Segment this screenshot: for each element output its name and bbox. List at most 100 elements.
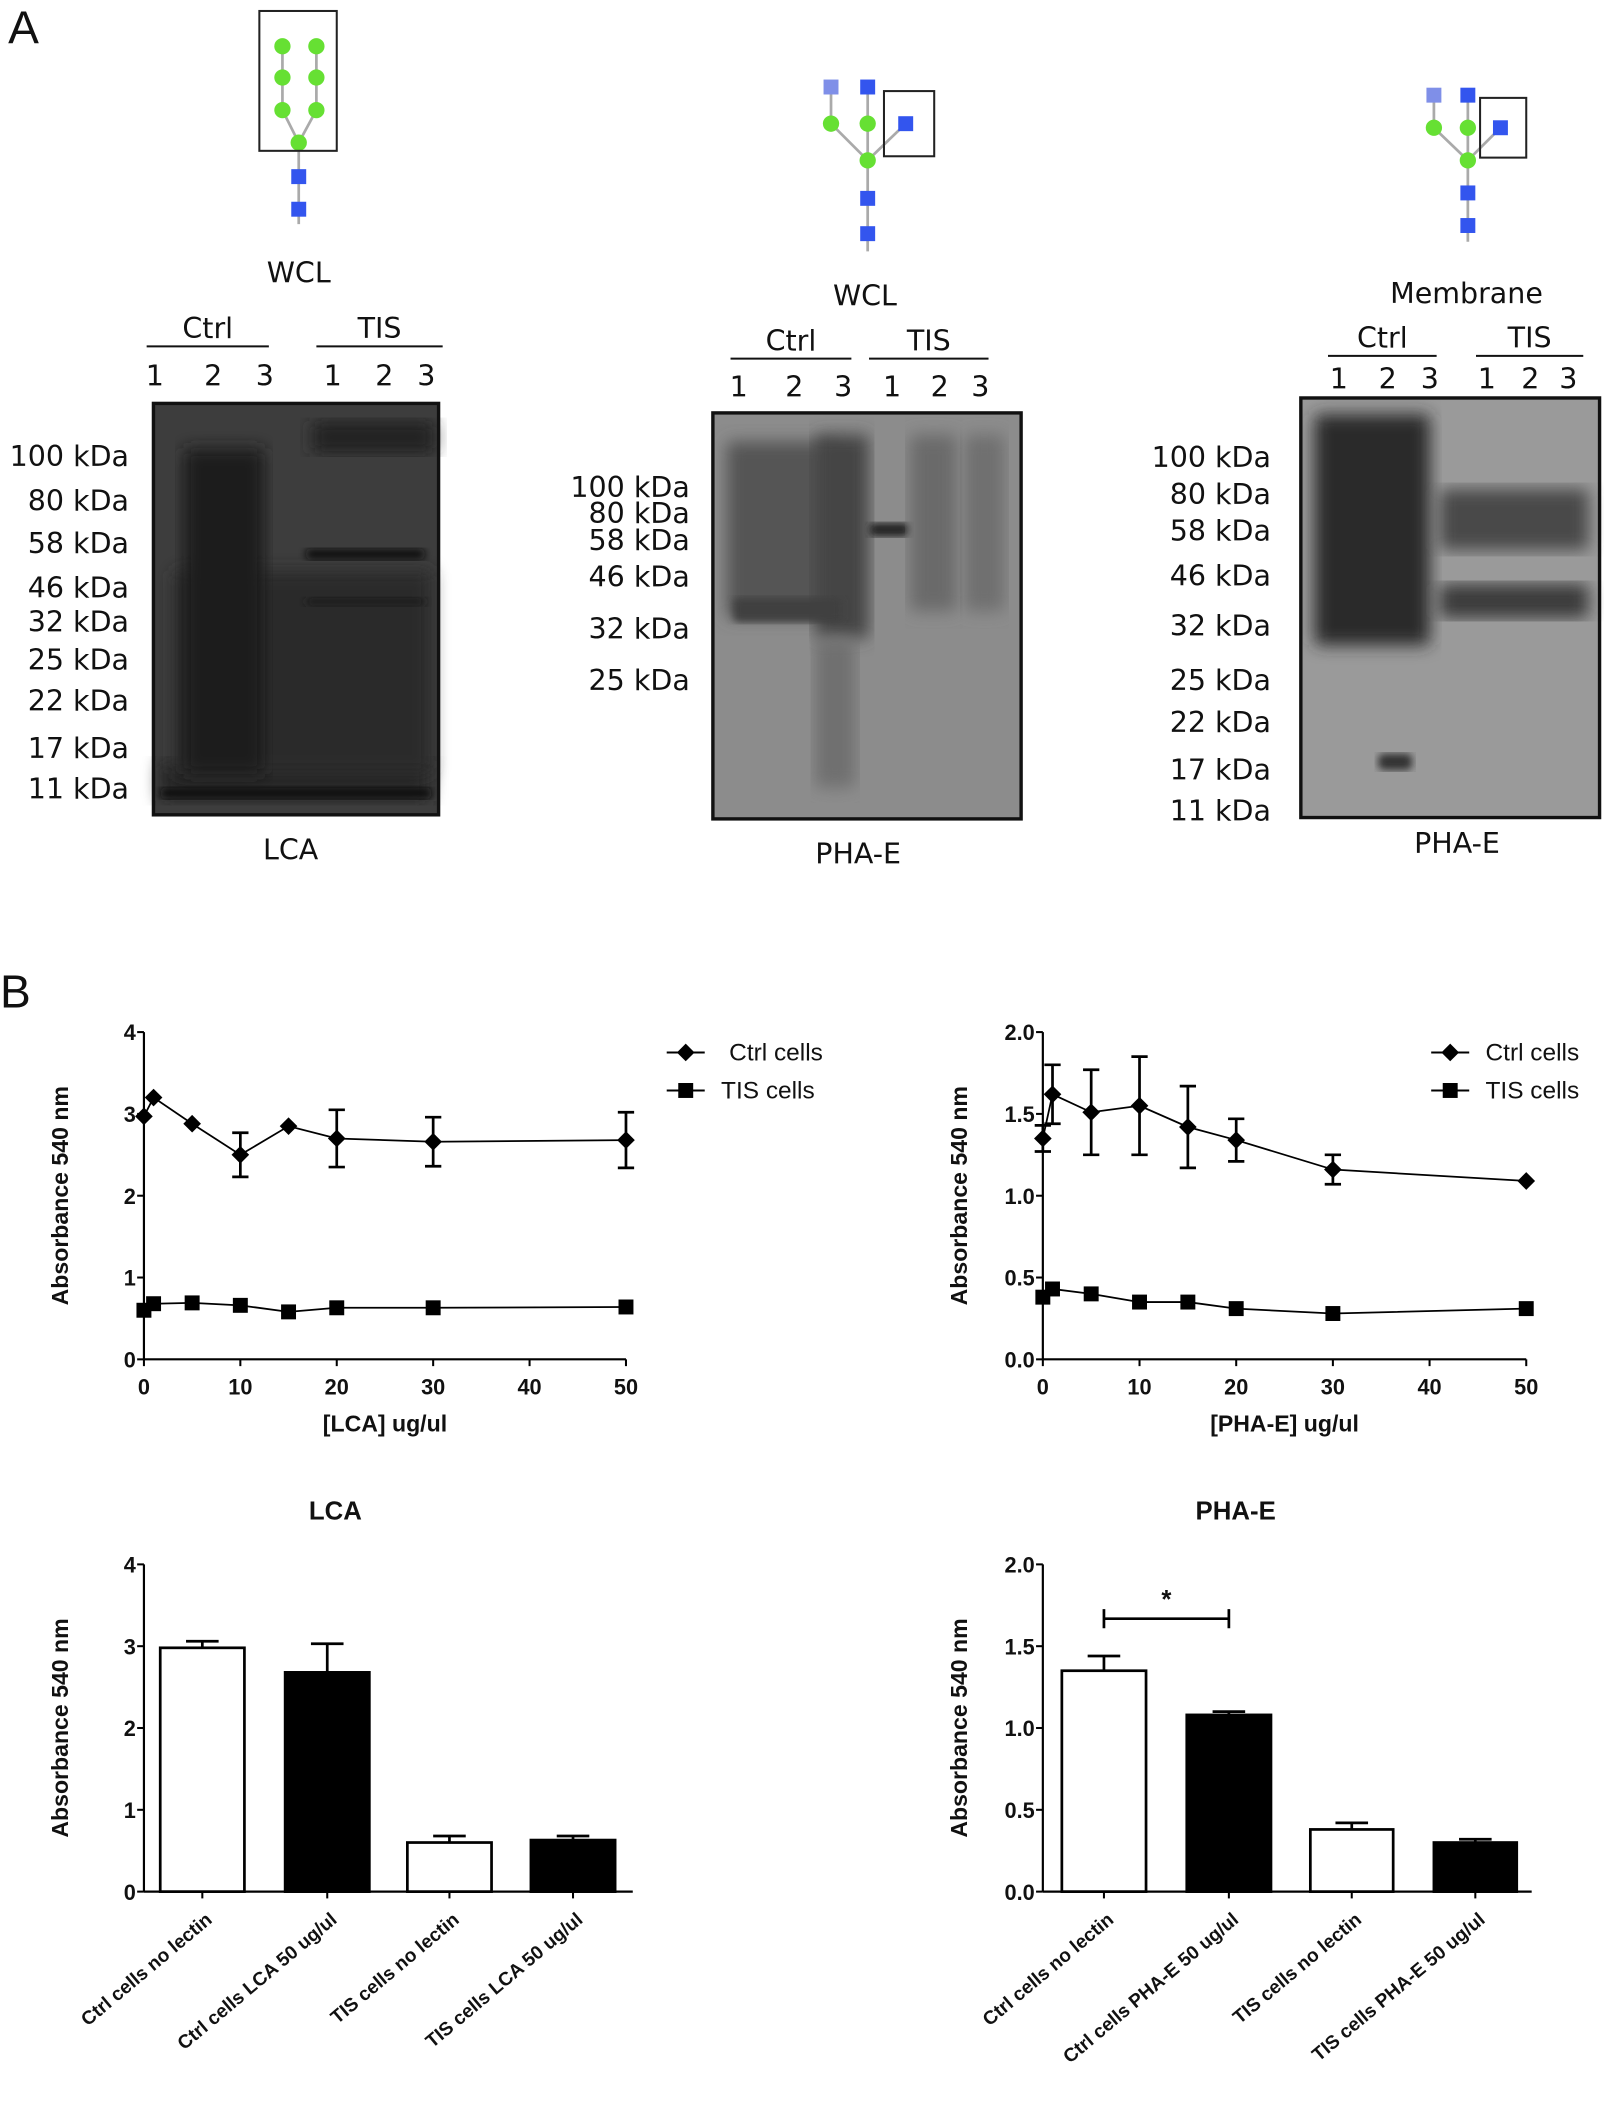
mannose-circle-icon <box>1459 152 1477 169</box>
protein-band <box>869 522 910 537</box>
square-marker <box>1518 1301 1534 1317</box>
lane-number: 3 <box>1421 362 1439 395</box>
category-label: Ctrl cells no lectin <box>78 1909 217 2030</box>
y-axis-label: Absorbance 540 nm <box>47 1618 73 1837</box>
y-tick-label: 2.0 <box>1004 1020 1034 1045</box>
lane-number: 1 <box>146 360 164 393</box>
protein-band <box>814 434 870 639</box>
glcnac-square-icon <box>898 116 914 132</box>
bar <box>158 1646 246 1893</box>
mw-marker-label: 58 kDa <box>589 524 690 557</box>
chart-4: 0.0 0.5 1.0 1.5 2.0 Absorbance 540 nm PHA-E Ctr… <box>946 1498 1532 2068</box>
glycan-bond <box>830 122 869 162</box>
lane-number: 3 <box>834 371 852 404</box>
mw-marker-label: 25 kDa <box>1170 664 1271 697</box>
epitope-box <box>882 90 936 158</box>
mw-marker-label: 100 kDa <box>10 440 129 473</box>
mw-marker-label: 22 kDa <box>1170 706 1271 739</box>
mw-marker-label: 32 kDa <box>589 612 690 645</box>
mannose-circle-icon <box>290 134 307 151</box>
mannose-circle-icon <box>822 115 840 132</box>
epitope-box <box>1479 96 1528 159</box>
glcnac-square-icon <box>291 201 307 217</box>
y-tick-label: 1.5 <box>1004 1102 1034 1127</box>
lane-number: 3 <box>971 371 989 404</box>
y-tick-label: 0.0 <box>1004 1880 1034 1905</box>
diamond-marker <box>1517 1172 1536 1190</box>
mw-marker-label: 11 kDa <box>28 773 129 806</box>
glycan-structure-1 <box>258 9 338 225</box>
glcnac-square-icon <box>1460 87 1476 103</box>
bar <box>283 1671 371 1893</box>
mw-marker-label: 58 kDa <box>1170 515 1271 548</box>
mw-marker-label: 11 kDa <box>1170 794 1271 827</box>
legend-label: TIS cells <box>721 1078 815 1105</box>
x-axis-label: [LCA] ug/ul <box>323 1410 447 1436</box>
square-marker <box>1442 1083 1458 1098</box>
mw-marker-label: 32 kDa <box>1170 610 1271 643</box>
lane-number: 2 <box>785 371 803 404</box>
x-tick-label: 20 <box>1224 1375 1248 1400</box>
lane-number: 3 <box>1559 362 1577 395</box>
diamond-marker <box>1130 1096 1149 1115</box>
square-marker <box>329 1300 345 1316</box>
protein-band <box>1314 414 1430 646</box>
group-label-ctrl: Ctrl <box>182 312 233 345</box>
y-tick-label: 1 <box>124 1266 136 1291</box>
protein-band <box>183 448 265 775</box>
y-tick-label: 4 <box>124 1553 136 1578</box>
legend-label: Ctrl cells <box>729 1040 823 1067</box>
series-ctrl-cells: Ctrl cells <box>1034 1040 1579 1190</box>
chart-1: 0 1 2 3 4 Absorbance 540 nm 0 10 20 30 40 50 [LCA] u… <box>47 1020 823 1436</box>
significance-bracket <box>1102 1609 1231 1629</box>
mw-marker-label: 22 kDa <box>28 684 129 717</box>
protein-band <box>814 638 856 788</box>
square-marker <box>1045 1281 1060 1297</box>
diamond-marker <box>135 1107 153 1126</box>
y-tick-label: 2 <box>124 1184 136 1209</box>
diamond-marker <box>183 1114 201 1133</box>
chart-2: 0.0 0.5 1.0 1.5 2.0 Absorbance 540 nm 0 10 20 30 4… <box>946 1020 1579 1436</box>
protein-band <box>726 441 836 618</box>
glcnac-square-icon <box>1460 218 1476 233</box>
mw-marker-label: 25 kDa <box>28 644 129 677</box>
series-tis-cells: TIS cells <box>1035 1078 1579 1321</box>
x-tick-label: 50 <box>614 1375 638 1400</box>
group-label-tis: TIS <box>1507 322 1552 355</box>
x-tick-label: 30 <box>1321 1375 1345 1400</box>
mannose-circle-icon <box>274 69 291 86</box>
blot-frame <box>151 401 441 817</box>
y-tick-label: 3 <box>124 1634 136 1659</box>
protein-band <box>305 597 426 606</box>
y-axis-label: Absorbance 540 nm <box>946 1618 972 1837</box>
diamond-marker <box>676 1043 695 1062</box>
protein-band <box>1439 583 1589 618</box>
lane-number: 1 <box>1478 362 1496 395</box>
group-label-tis: TIS <box>357 312 402 345</box>
blot-bands <box>1314 414 1589 771</box>
glycan-structure-2 <box>822 79 936 252</box>
bar <box>406 1841 493 1893</box>
lane-number: 2 <box>931 371 949 404</box>
glcnac-square-icon <box>860 226 876 242</box>
mannose-circle-icon <box>1425 119 1443 136</box>
group-label-ctrl: Ctrl <box>766 324 817 357</box>
square-marker <box>1132 1294 1147 1310</box>
diamond-marker <box>144 1088 163 1107</box>
mw-marker-label: 46 kDa <box>589 561 690 594</box>
blot-frame <box>711 411 1023 821</box>
sample-label: WCL <box>833 280 897 313</box>
diamond-marker <box>1227 1131 1246 1149</box>
mw-marker-label: 80 kDa <box>589 497 690 530</box>
blot-bands <box>726 434 1005 788</box>
mw-marker-label: 80 kDa <box>1170 478 1271 511</box>
protein-band <box>305 548 426 560</box>
glcnac-square-icon <box>291 169 307 185</box>
protein-band <box>909 434 958 612</box>
protein-band <box>733 597 842 623</box>
square-marker <box>1325 1306 1341 1321</box>
y-tick-label: 4 <box>124 1020 136 1045</box>
lane-number: 1 <box>324 360 342 393</box>
y-tick-label: 0.0 <box>1004 1347 1034 1372</box>
